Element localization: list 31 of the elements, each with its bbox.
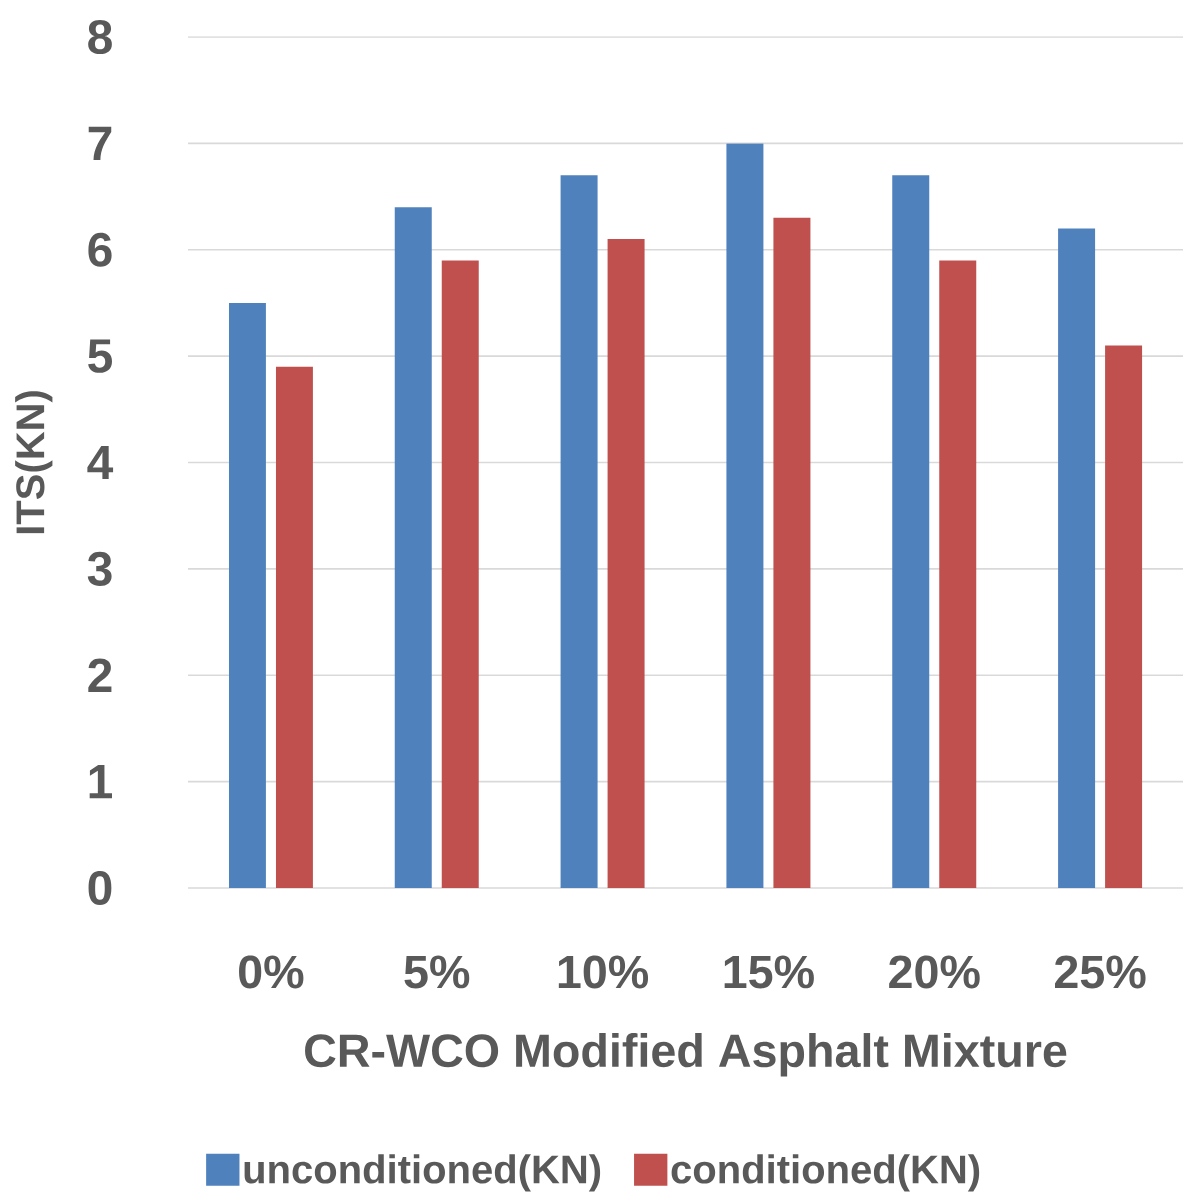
bar (560, 175, 598, 888)
x-tick-label: 20% (889, 955, 980, 989)
y-tick-label: 7 (88, 126, 112, 160)
y-tick-label: 6 (88, 232, 112, 267)
y-axis-title: ITS(KN) (15, 391, 53, 534)
x-tick-label: 15% (724, 955, 814, 989)
y-tick-label: 8 (88, 20, 112, 54)
legend-label: conditioned(KN) (671, 1154, 980, 1192)
x-tick-label: 5% (404, 955, 470, 989)
bar (441, 260, 479, 888)
bar (939, 260, 977, 888)
bar (726, 143, 764, 888)
legend-label: unconditioned(KN) (244, 1154, 601, 1192)
y-tick-label: 1 (89, 765, 112, 799)
bar (394, 207, 432, 888)
y-tick-label: 3 (87, 551, 112, 586)
y-tick-label: 4 (87, 445, 114, 480)
x-axis-title: CR-WCO Modified Asphalt Mixture (305, 1033, 1067, 1077)
x-tick-label: 10% (558, 955, 649, 989)
y-tick-label: 2 (88, 658, 112, 693)
bar (228, 302, 266, 888)
y-tick-label: 5 (88, 339, 112, 373)
bar (607, 239, 645, 888)
bar (1058, 228, 1096, 888)
bar (1105, 345, 1143, 888)
x-tick-label: 0% (239, 955, 304, 989)
bar (275, 366, 313, 888)
bar (892, 175, 930, 888)
bar (773, 217, 811, 888)
y-tick-label: 0 (88, 871, 112, 905)
x-tick-label: 25% (1054, 955, 1146, 989)
